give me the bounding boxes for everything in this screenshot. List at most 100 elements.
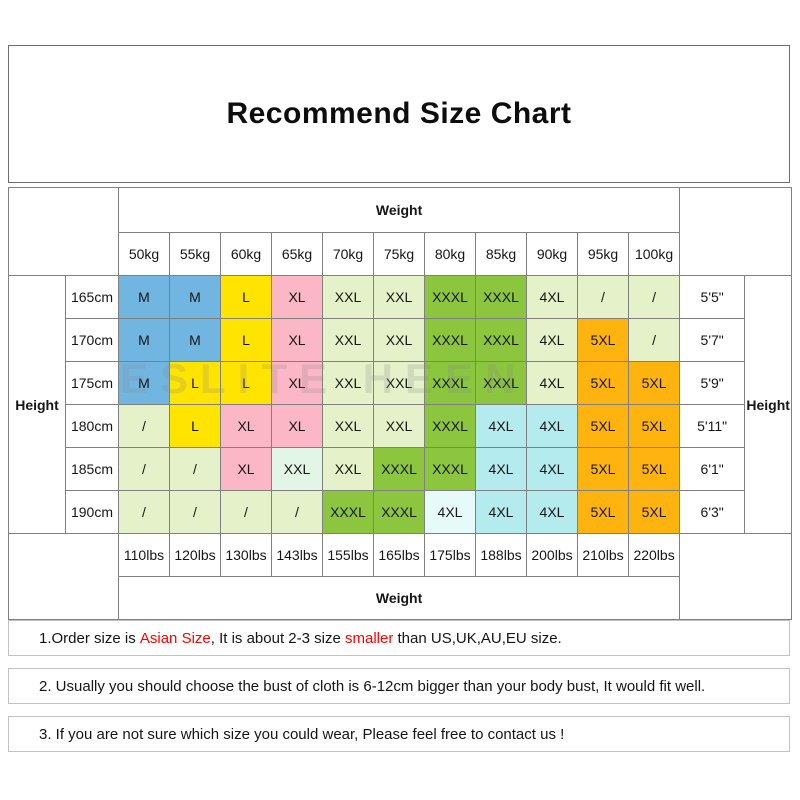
size-cell: / [627,275,681,319]
size-cell: 4XL [526,447,578,491]
size-cell: 5XL [577,490,629,534]
corner-top-right [679,187,793,276]
size-cell: XXL [271,447,323,491]
size-cell: XL [220,404,272,448]
note-highlight: Asian Size [139,629,211,647]
size-cell: XXXL [475,361,527,405]
size-cell: L [169,361,221,405]
size-cell: XXL [373,404,425,448]
size-cell: / [118,447,170,491]
size-cell: XXL [322,404,374,448]
height-label-left: Height [8,275,66,534]
cm-label: 190cm [65,490,119,534]
size-cell: 5XL [577,404,629,448]
size-cell: 5XL [577,361,629,405]
note-text: 3. If you are not sure which size you co… [39,725,565,743]
kg-header: 75kg [373,232,425,276]
corner-bottom-right [679,533,793,620]
lbs-header: 110lbs [118,533,170,577]
title-box: Recommend Size Chart [8,45,790,183]
corner-bottom-left [8,533,119,620]
ft-label: 6'3" [679,490,746,534]
kg-header: 50kg [118,232,170,276]
size-cell: / [169,490,221,534]
size-cell: M [169,318,221,362]
size-cell: XXL [322,447,374,491]
note-contact-us: 3. If you are not sure which size you co… [8,716,790,752]
size-cell: XXL [322,318,374,362]
size-cell: XXL [322,361,374,405]
size-chart-table: Weight 50kg 55kg 60kg 65kg 70kg 75kg 80kg 85kg 90… [8,187,793,620]
size-cell: 5XL [577,318,629,362]
cm-label: 165cm [65,275,119,319]
size-cell: XXXL [322,490,374,534]
height-label-right: Height [744,275,793,534]
corner-top-left [8,187,119,276]
lbs-header: 175lbs [424,533,476,577]
cm-label: 175cm [65,361,119,405]
weight-header-bottom: Weight [117,576,681,620]
size-cell: 4XL [526,275,578,319]
size-cell: 4XL [424,490,476,534]
size-cell: XXL [373,318,425,362]
note-text: 2. Usually you should choose the bust of… [39,677,706,695]
size-cell: XXXL [424,361,476,405]
size-cell: M [118,275,170,319]
cm-label: 180cm [65,404,119,448]
cm-label: 170cm [65,318,119,362]
lbs-header: 165lbs [373,533,425,577]
note-text: 1.Order size is [39,629,140,647]
size-cell: 5XL [627,447,681,491]
size-cell: XXXL [424,318,476,362]
size-table-wrap: Weight 50kg 55kg 60kg 65kg 70kg 75kg 80kg 85kg 90… [8,187,793,620]
note-order-size: 1.Order size is Asian Size, It is about … [8,620,790,656]
page-title: Recommend Size Chart [226,97,572,130]
size-cell: XL [271,275,323,319]
kg-header: 85kg [475,232,527,276]
size-cell: XL [271,404,323,448]
size-cell: / [577,275,629,319]
size-cell: XXXL [373,447,425,491]
size-cell: XXXL [373,490,425,534]
note-text: , It is about 2-3 size [210,629,345,647]
ft-label: 5'11" [679,404,746,448]
kg-header: 90kg [526,232,578,276]
weight-header-top: Weight [117,187,681,233]
size-cell: L [220,361,272,405]
size-cell: M [118,361,170,405]
kg-header: 95kg [577,232,629,276]
size-cell: XXL [373,275,425,319]
ft-label: 6'1" [679,447,746,491]
size-cell: 5XL [577,447,629,491]
size-cell: M [118,318,170,362]
size-cell: L [220,318,272,362]
size-cell: XXL [322,275,374,319]
lbs-header: 155lbs [322,533,374,577]
cm-label: 185cm [65,447,119,491]
size-cell: 4XL [526,361,578,405]
size-cell: / [220,490,272,534]
size-cell: 4XL [475,490,527,534]
size-cell: L [169,404,221,448]
kg-header: 60kg [220,232,272,276]
size-cell: / [118,490,170,534]
lbs-header: 120lbs [169,533,221,577]
lbs-header: 200lbs [526,533,578,577]
size-cell: XXXL [424,447,476,491]
lbs-header: 143lbs [271,533,323,577]
ft-label: 5'5" [679,275,746,319]
size-cell: 4XL [475,447,527,491]
size-cell: L [220,275,272,319]
size-cell: XL [220,447,272,491]
size-cell: XL [271,361,323,405]
lbs-header: 188lbs [475,533,527,577]
size-cell: M [169,275,221,319]
size-cell: / [627,318,681,362]
size-cell: / [169,447,221,491]
size-cell: 5XL [627,404,681,448]
note-text: than US,UK,AU,EU size. [393,629,562,647]
size-cell: 5XL [627,361,681,405]
size-cell: 4XL [526,490,578,534]
size-cell: XXXL [424,275,476,319]
